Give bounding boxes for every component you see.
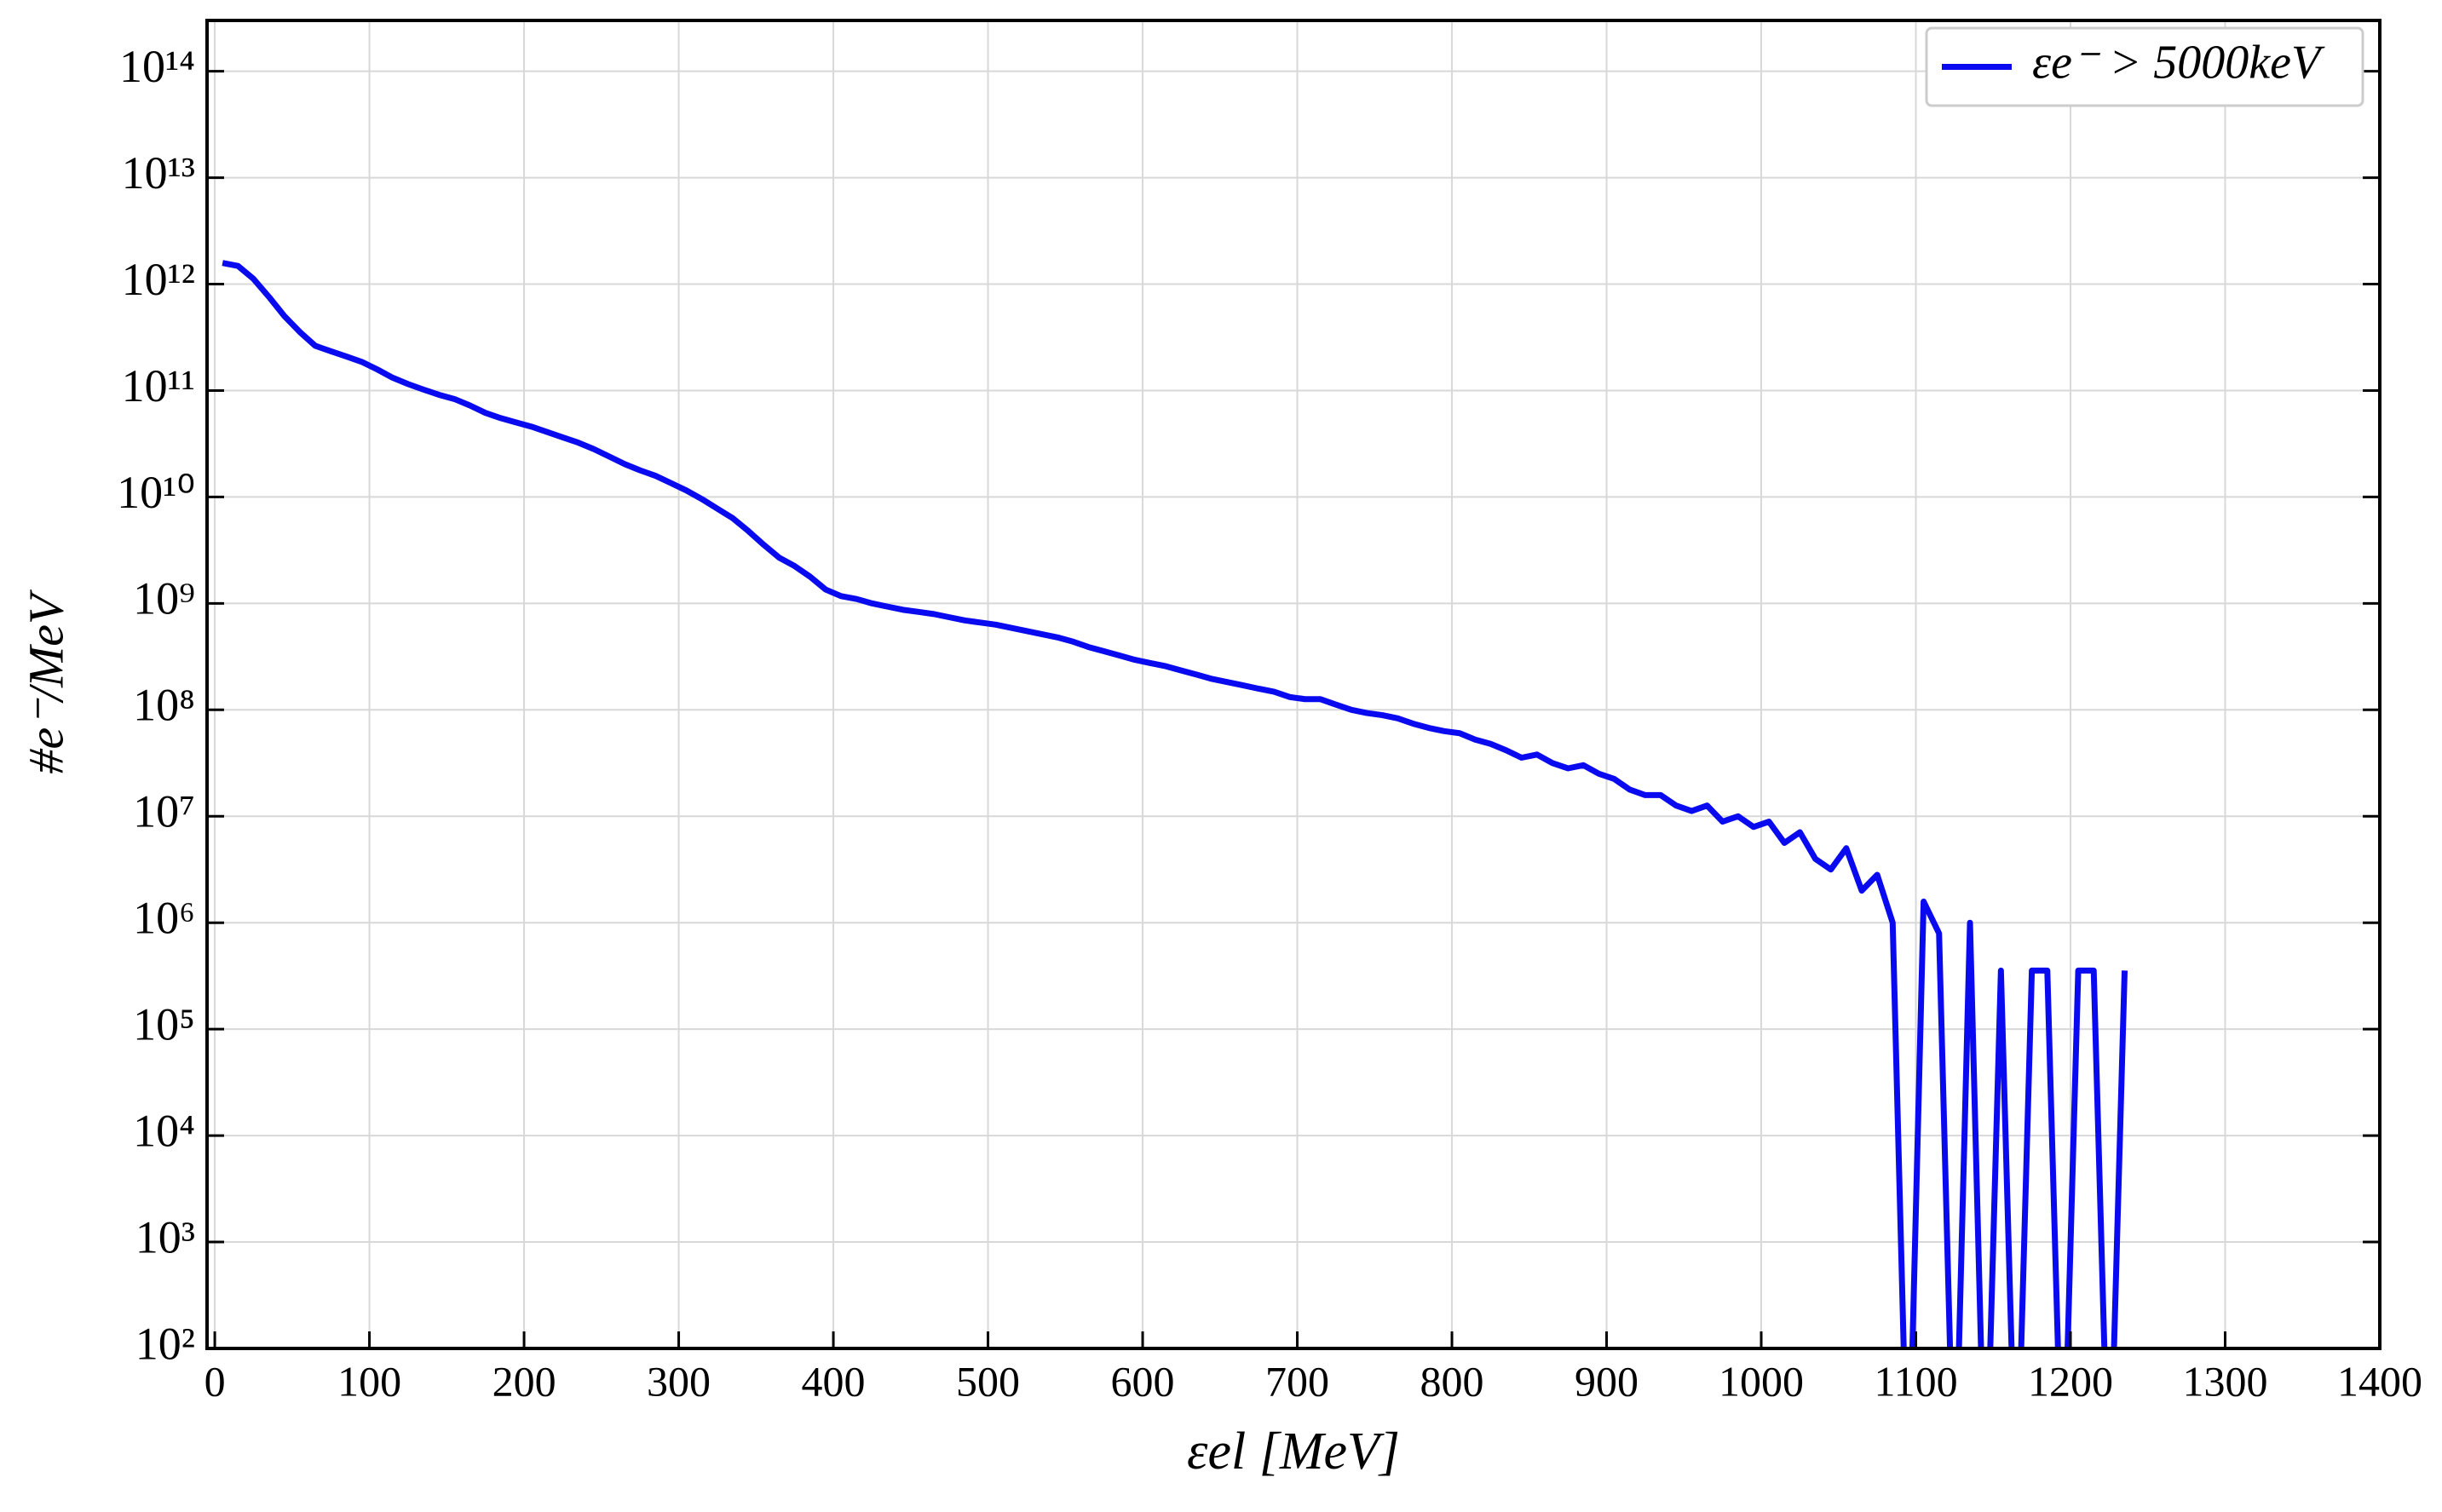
y-tick-label: 10⁴ xyxy=(133,1105,195,1156)
x-tick-label: 700 xyxy=(1265,1357,1329,1405)
x-tick-label: 1300 xyxy=(2183,1357,2268,1405)
legend-label: εe⁻ > 5000keV xyxy=(2032,36,2325,89)
x-tick-label: 300 xyxy=(647,1357,711,1405)
y-tick-label: 10¹⁰ xyxy=(117,467,195,518)
y-tick-label: 10² xyxy=(135,1318,195,1369)
y-tick-label: 10⁶ xyxy=(133,893,195,944)
plot-area xyxy=(222,260,2128,1348)
x-tick-label: 1100 xyxy=(1874,1357,1957,1405)
x-tick-label: 500 xyxy=(956,1357,1020,1405)
x-tick-label: 100 xyxy=(337,1357,401,1405)
x-tick-label: 900 xyxy=(1575,1357,1639,1405)
y-tick-label: 10³ xyxy=(135,1211,195,1262)
x-tick-label: 200 xyxy=(492,1357,556,1405)
x-tick-label: 800 xyxy=(1420,1357,1484,1405)
x-tick-label: 400 xyxy=(802,1357,866,1405)
x-tick-label: 1200 xyxy=(2028,1357,2113,1405)
y-tick-label: 10¹³ xyxy=(122,147,195,198)
y-tick-label: 10¹⁴ xyxy=(119,41,195,92)
ticks: 0 100 200 300 400 500 600 700 800 900 1000 1100 1200… xyxy=(117,26,2422,1405)
grid xyxy=(207,20,2381,1349)
series-line xyxy=(222,260,2128,1348)
x-tick-label: 1400 xyxy=(2337,1357,2422,1405)
y-tick-label: 10⁸ xyxy=(133,680,195,731)
legend-box xyxy=(1925,26,2364,107)
y-tick-label: 10⁵ xyxy=(133,999,195,1050)
y-tick-label: 10⁹ xyxy=(133,573,195,624)
y-axis-label: #e⁻/MeV xyxy=(18,589,73,774)
y-tick-label: 10¹² xyxy=(122,254,195,305)
y-tick-label: 10¹¹ xyxy=(122,360,195,411)
x-axis-label: εel [MeV] xyxy=(1187,1423,1400,1480)
axes-frame xyxy=(205,19,2382,1350)
y-tick-label: 10⁷ xyxy=(133,786,195,837)
x-tick-label: 0 xyxy=(204,1357,226,1405)
x-tick-label: 600 xyxy=(1111,1357,1175,1405)
x-tick-label: 1000 xyxy=(1719,1357,1804,1405)
